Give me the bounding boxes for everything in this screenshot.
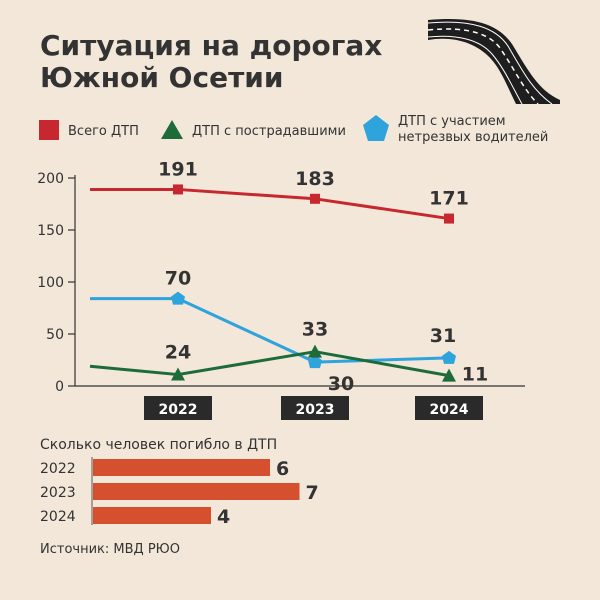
- x-tick-label: 2022: [159, 402, 198, 418]
- data-point: [442, 350, 456, 364]
- red-square-marker-icon: [39, 120, 59, 140]
- data-label: 11: [462, 364, 488, 386]
- blue-pentagon-marker-icon: [363, 115, 389, 141]
- legend-label-drunk-line-1: ДТП с участием: [398, 114, 506, 129]
- data-point: [171, 367, 185, 381]
- series-line: [90, 187, 450, 221]
- data-label: 31: [430, 325, 456, 347]
- legend-label-drunk-line-2: нетрезвых водителей: [398, 130, 549, 145]
- data-point: [171, 291, 185, 305]
- legend: Всего ДТП ДТП с пострадавшими ДТП с учас…: [0, 112, 600, 152]
- bar: [93, 459, 270, 476]
- legend-label-total: Всего ДТП: [68, 124, 139, 139]
- bar-category-label: 2023: [40, 485, 76, 501]
- data-label: 171: [429, 188, 469, 210]
- data-point: [444, 213, 454, 224]
- bar-chart-title: Сколько человек погибло в ДТП: [40, 437, 278, 453]
- data-label: 24: [165, 342, 191, 364]
- data-label: 70: [165, 268, 191, 290]
- data-point: [310, 193, 320, 204]
- series-line: [89, 350, 450, 378]
- legend-label-drunk: ДТП с участием нетрезвых водителей: [398, 114, 548, 146]
- x-tick-box: [144, 396, 212, 420]
- x-tick-box: [281, 396, 349, 420]
- bar-chart: 2022 6 2023 7 2024 4: [40, 457, 319, 528]
- bar: [93, 507, 211, 524]
- title-line-2: Южной Осетии: [40, 61, 284, 94]
- data-label: 33: [302, 319, 328, 341]
- road-illustration: [428, 19, 560, 104]
- data-point: [442, 368, 456, 382]
- x-tick-box: [415, 396, 483, 420]
- legend-item-injured: ДТП с пострадавшими: [160, 118, 346, 140]
- data-label: 183: [295, 168, 335, 190]
- line-chart: 0 50 100 150 200 2022 2023 2024 191 183 171 70 30 31 2…: [37, 158, 525, 420]
- legend-item-drunk: ДТП с участием нетрезвых водителей: [362, 114, 548, 146]
- y-tick-label: 0: [55, 379, 64, 395]
- bar: [93, 483, 300, 500]
- green-triangle-marker-icon: [161, 120, 183, 139]
- legend-label-injured: ДТП с пострадавшими: [192, 124, 346, 139]
- y-tick-label: 150: [37, 223, 64, 239]
- bar-category-label: 2022: [40, 461, 76, 477]
- bar-value-label: 7: [306, 482, 319, 504]
- data-point: [173, 184, 183, 195]
- y-tick-label: 200: [37, 171, 64, 187]
- data-point: [308, 344, 322, 358]
- series-line: [90, 297, 450, 364]
- data-label: 30: [328, 373, 354, 395]
- y-tick-label: 50: [46, 327, 64, 343]
- source-note: Источник: МВД РЮО: [40, 542, 180, 557]
- bar-value-label: 6: [276, 458, 289, 480]
- legend-item-total: Всего ДТП: [38, 118, 139, 140]
- title-line-1: Ситуация на дорогах: [40, 29, 383, 62]
- y-tick-label: 100: [37, 275, 64, 291]
- x-tick-label: 2024: [430, 402, 469, 418]
- data-label: 191: [158, 158, 198, 180]
- bar-category-label: 2024: [40, 509, 76, 525]
- x-tick-label: 2023: [296, 402, 335, 418]
- page-title: Ситуация на дорогах Южной Осетии: [40, 30, 382, 94]
- data-point: [308, 355, 322, 369]
- bar-value-label: 4: [217, 506, 230, 528]
